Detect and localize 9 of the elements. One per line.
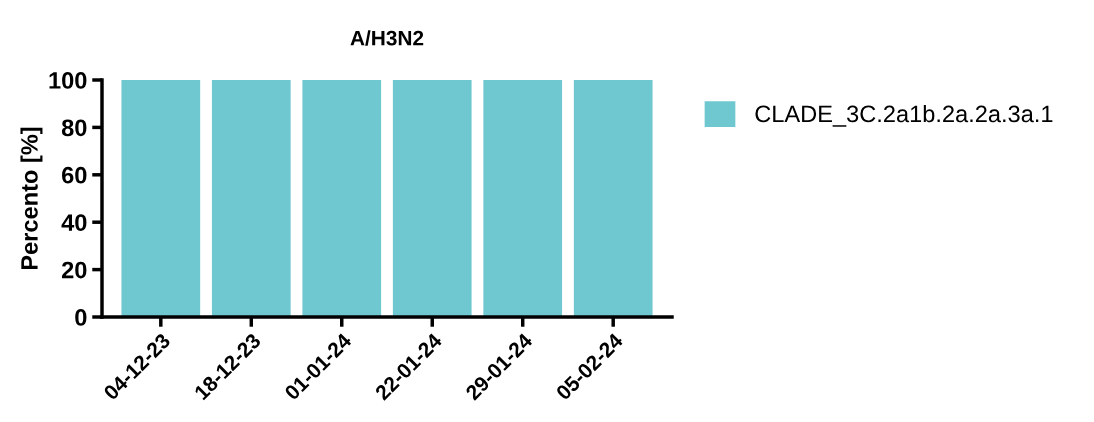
y-tick-label: 100 — [49, 72, 87, 89]
legend-label: CLADE_3C.2a1b.2a.2a.3a.1 — [755, 104, 1053, 127]
y-tick-label: 0 — [75, 309, 87, 326]
y-axis-title: Percento [%] — [20, 127, 43, 270]
y-tick-label: 60 — [62, 166, 87, 184]
y-tick-label: 80 — [61, 119, 87, 137]
y-tick-label: 20 — [61, 261, 87, 279]
chart-title: A/H3N2 — [350, 30, 424, 46]
y-tick-label: 40 — [61, 214, 87, 231]
